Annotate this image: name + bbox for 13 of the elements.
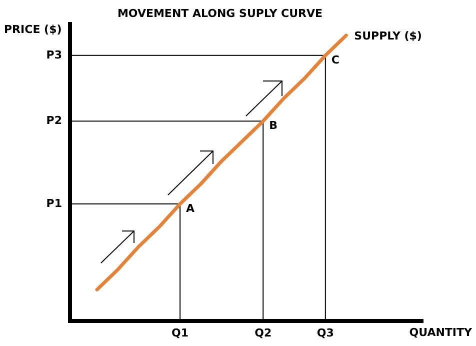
- annotation: C: [331, 53, 340, 66]
- annotation: B: [269, 118, 278, 132]
- x-axis-title: QUANTITY: [409, 326, 474, 339]
- text: P3: [46, 48, 62, 62]
- x-tick-label: Q3: [316, 326, 334, 340]
- x-tick-label: Q2: [254, 326, 272, 340]
- y-axis-title: PRICE ($): [4, 22, 62, 36]
- x-tick-label: Q1: [172, 326, 189, 340]
- annotation: A: [186, 202, 196, 215]
- chart-title: MOVEMENT ALONG SUPLY CURVE: [117, 6, 323, 20]
- text: P1: [46, 196, 62, 210]
- text: P2: [46, 114, 62, 127]
- series-label: SUPPLY ($): [354, 29, 422, 42]
